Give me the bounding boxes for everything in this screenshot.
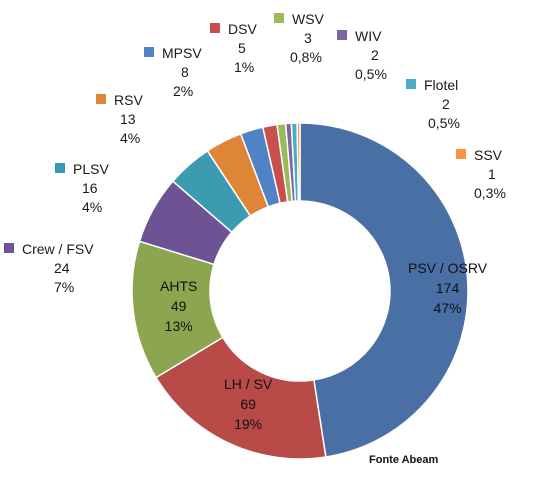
source-note: Fonte Abeam <box>369 454 439 466</box>
outer-label-mpsv: MPSV 8 2% <box>144 44 202 101</box>
slice-label-ahts: AHTS 49 13% <box>160 278 198 334</box>
dsv-swatch <box>210 23 220 33</box>
outer-label-plsv: PLSV 16 4% <box>55 160 109 217</box>
slice-label-psv-osrv: PSV / OSRV 174 47% <box>408 260 488 316</box>
slice-lh-sv <box>154 336 327 460</box>
outer-label-flotel: Flotel 2 0,5% <box>406 76 460 133</box>
crew-fsv-swatch <box>4 243 14 253</box>
plsv-swatch <box>55 163 65 173</box>
ssv-swatch <box>456 149 466 159</box>
slice-psv-osrv <box>299 122 469 458</box>
outer-label-wsv: WSV 3 0,8% <box>274 10 324 67</box>
wiv-swatch <box>337 30 347 40</box>
slice-ssv <box>296 122 301 202</box>
flotel-swatch <box>406 79 416 89</box>
outer-label-crew-fsv: Crew / FSV 24 7% <box>4 240 94 297</box>
wsv-swatch <box>274 13 284 23</box>
outer-label-ssv: SSV 1 0,3% <box>456 146 506 203</box>
slice-label-lh-sv: LH / SV 69 19% <box>224 376 273 432</box>
rsv-swatch <box>96 94 106 104</box>
outer-label-rsv: RSV 13 4% <box>96 91 143 148</box>
outer-label-wiv: WIV 2 0,5% <box>337 27 387 84</box>
mpsv-swatch <box>144 47 154 57</box>
outer-label-dsv: DSV 5 1% <box>210 20 257 77</box>
